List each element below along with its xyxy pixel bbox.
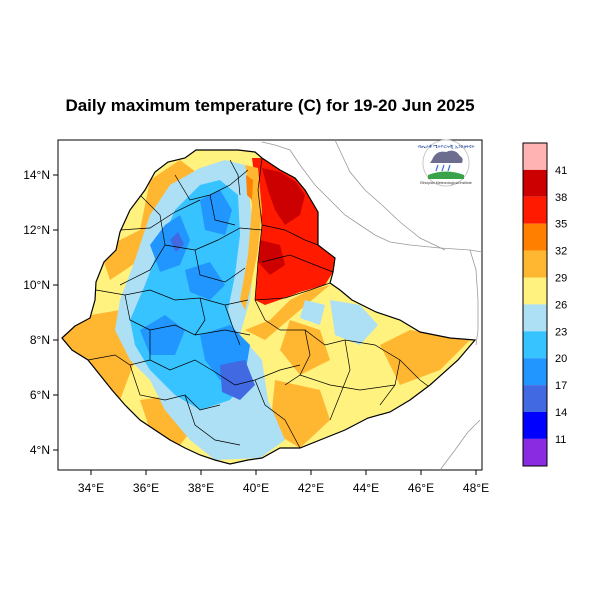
rain-icon bbox=[435, 164, 451, 172]
zone-boundaries bbox=[87, 157, 441, 449]
colorbar-swatch bbox=[523, 412, 547, 439]
colorbar-label: 32 bbox=[555, 246, 567, 258]
lat-tick-label: 6°N bbox=[30, 388, 50, 402]
logo-english-text: Ethiopian Meteorological Institute bbox=[420, 181, 472, 185]
colorbar-swatch bbox=[523, 169, 547, 197]
lon-tick-label: 48°E bbox=[463, 481, 489, 495]
colorbar-label: 17 bbox=[555, 380, 567, 392]
lat-tick-label: 14°N bbox=[23, 168, 50, 182]
lon-tick-label: 40°E bbox=[243, 481, 269, 495]
colorbar-label: 26 bbox=[555, 299, 567, 311]
colorbar: 41 38 35 32 29 26 23 20 17 14 11 bbox=[522, 142, 567, 467]
colorbar-label: 20 bbox=[555, 353, 567, 365]
colorbar-swatch bbox=[523, 304, 547, 332]
colorbar-label: 23 bbox=[555, 326, 567, 338]
lon-tick-label: 44°E bbox=[353, 481, 379, 495]
cloud-icon bbox=[430, 150, 463, 163]
colorbar-swatch bbox=[523, 438, 547, 466]
colorbar-label: 11 bbox=[555, 434, 566, 446]
logo-amharic-text: ብሔራዊ ሜትዮሮሎጂ ኢንስቲትዩት bbox=[417, 144, 474, 149]
lon-tick-label: 46°E bbox=[408, 481, 434, 495]
colorbar-label: 41 bbox=[555, 165, 567, 177]
lon-tick-label: 34°E bbox=[78, 481, 104, 495]
colorbar-swatch bbox=[523, 143, 547, 170]
colorbar-swatch bbox=[523, 223, 547, 251]
colorbar-label: 14 bbox=[555, 407, 567, 419]
colorbar-label: 29 bbox=[555, 273, 567, 285]
colorbar-swatch bbox=[523, 358, 547, 386]
lat-tick-label: 10°N bbox=[23, 278, 50, 292]
lat-tick-label: 8°N bbox=[30, 333, 50, 347]
colorbar-label: 38 bbox=[555, 192, 567, 204]
map-title: Daily maximum temperature (C) for 19-20 … bbox=[65, 96, 475, 115]
colorbar-swatch bbox=[523, 385, 547, 412]
colorbar-label: 35 bbox=[555, 219, 567, 231]
colorbar-swatch bbox=[523, 277, 547, 305]
emi-logo: ብሔራዊ ሜትዮሮሎጂ ኢንስቲትዩት Ethiopian Meteorolog… bbox=[417, 139, 475, 187]
lon-tick-label: 42°E bbox=[298, 481, 324, 495]
lon-tick-label: 36°E bbox=[133, 481, 159, 495]
colorbar-swatch bbox=[523, 331, 547, 359]
colorbar-swatch bbox=[523, 196, 547, 224]
lat-tick-label: 12°N bbox=[23, 223, 50, 237]
landscape-icon bbox=[428, 171, 464, 179]
neighbor-borders bbox=[261, 139, 483, 471]
lat-tick-label: 4°N bbox=[30, 443, 50, 457]
axis-ticks bbox=[53, 174, 477, 475]
lon-tick-label: 38°E bbox=[188, 481, 214, 495]
colorbar-swatch bbox=[523, 250, 547, 278]
